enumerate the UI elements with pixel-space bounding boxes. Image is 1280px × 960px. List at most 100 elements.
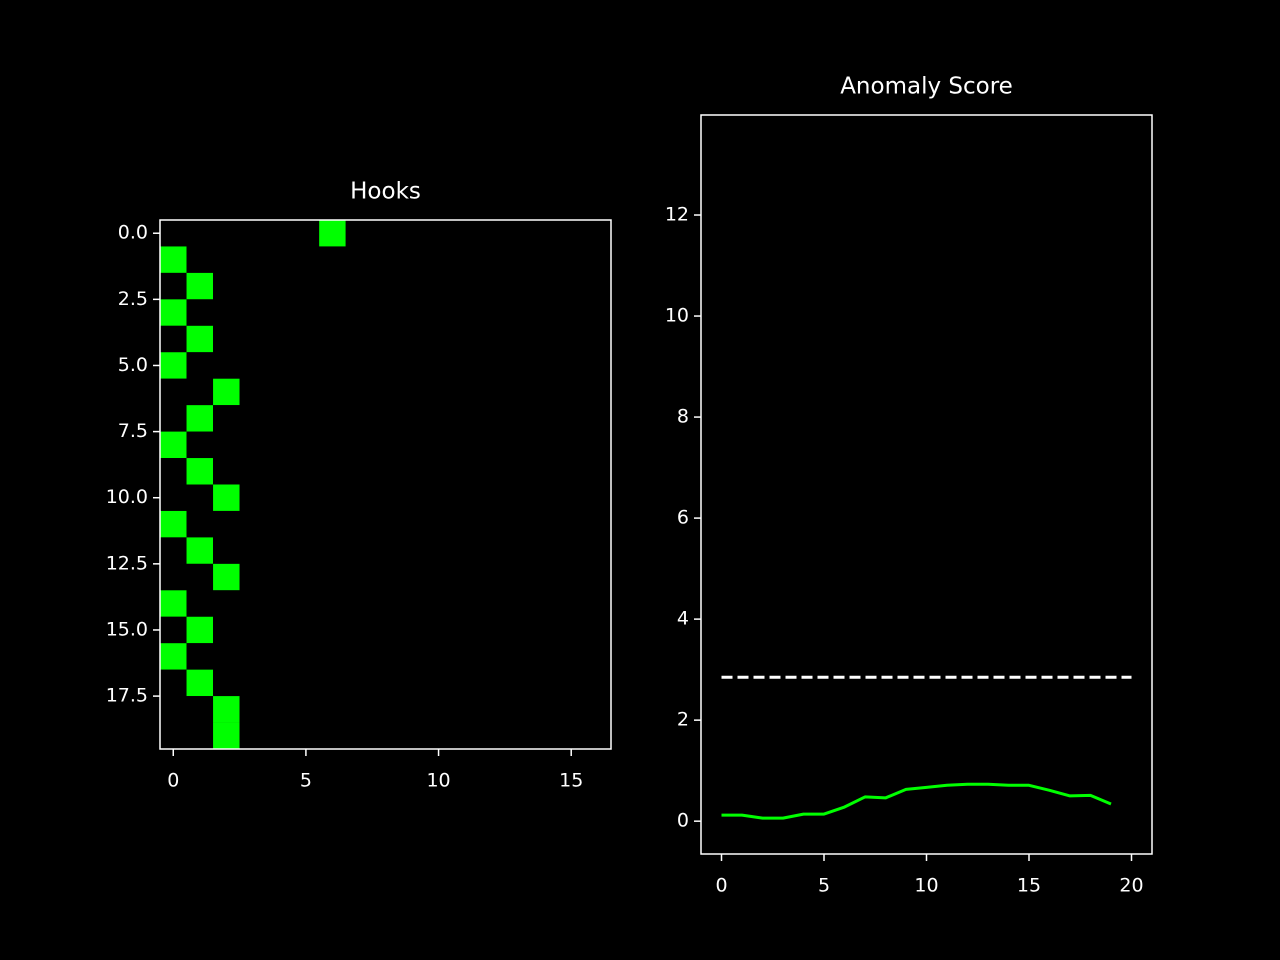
cell (584, 352, 611, 379)
cell (531, 616, 558, 644)
cell (213, 537, 240, 564)
cell (266, 484, 293, 511)
cell (160, 669, 187, 697)
cell (160, 378, 187, 406)
cell (345, 643, 373, 670)
cell (504, 537, 532, 564)
cell (266, 696, 293, 723)
y-tick-label: 0.0 (118, 222, 148, 244)
cell (478, 563, 505, 591)
cell (451, 299, 479, 326)
cell (372, 220, 399, 247)
cell (213, 220, 240, 247)
x-tick-label: 10 (914, 875, 938, 897)
cell (398, 220, 426, 247)
cell (425, 458, 452, 485)
cell (398, 431, 426, 459)
cell (531, 378, 558, 406)
cell (319, 563, 346, 591)
cell (451, 272, 479, 300)
cell (239, 352, 267, 379)
cell (319, 325, 346, 353)
cell (345, 325, 373, 353)
cell (345, 431, 373, 459)
y-tick-label: 15.0 (106, 618, 148, 640)
cell (531, 510, 558, 538)
cell (398, 643, 426, 670)
cell (213, 563, 240, 591)
cell (531, 643, 558, 670)
cell (398, 696, 426, 723)
cell (292, 563, 320, 591)
cell (504, 563, 532, 591)
cell (478, 431, 505, 459)
cell (531, 299, 558, 326)
cell (478, 510, 505, 538)
cell (584, 299, 611, 326)
cell (213, 590, 240, 617)
cell (584, 696, 611, 723)
cell (292, 431, 320, 459)
cell (292, 696, 320, 723)
cell (478, 722, 505, 749)
cell (425, 431, 452, 459)
cell (160, 563, 187, 591)
cell (266, 352, 293, 379)
cell (292, 405, 320, 432)
cell (398, 484, 426, 511)
cell (504, 616, 532, 644)
cell (398, 352, 426, 379)
cell (398, 537, 426, 564)
cell (239, 378, 267, 406)
cell (292, 246, 320, 273)
cell (239, 405, 267, 432)
cell (372, 405, 399, 432)
cell (186, 669, 214, 697)
cell (557, 352, 585, 379)
cell (372, 272, 399, 300)
cell (425, 352, 452, 379)
cell (584, 246, 611, 273)
cell (478, 325, 505, 353)
cell (557, 590, 585, 617)
cell (292, 537, 320, 564)
y-tick-label: 7.5 (118, 420, 148, 442)
y-tick-label: 12.5 (106, 552, 148, 574)
cell (478, 484, 505, 511)
cell (504, 696, 532, 723)
cell (319, 722, 346, 749)
cell (398, 510, 426, 538)
cell (239, 220, 267, 247)
cell (451, 220, 479, 247)
cell (398, 378, 426, 406)
cell (557, 458, 585, 485)
cell (319, 669, 346, 697)
cell (372, 431, 399, 459)
y-tick-label: 5.0 (118, 354, 148, 376)
cell (345, 272, 373, 300)
cell (292, 352, 320, 379)
y-tick-label: 17.5 (106, 685, 148, 707)
cell (584, 272, 611, 300)
cell (425, 272, 452, 300)
cell (372, 484, 399, 511)
cell (160, 325, 187, 353)
cell (425, 590, 452, 617)
cell (557, 405, 585, 432)
cell (186, 643, 214, 670)
cell (319, 458, 346, 485)
cell (160, 458, 187, 485)
cell (372, 669, 399, 697)
cell (213, 405, 240, 432)
cell (266, 616, 293, 644)
cell (451, 484, 479, 511)
cell (557, 643, 585, 670)
cell (478, 537, 505, 564)
cell (292, 616, 320, 644)
x-tick-label: 5 (818, 875, 830, 897)
x-tick-label: 0 (167, 770, 179, 792)
cell (557, 484, 585, 511)
cell (213, 378, 240, 406)
cell (160, 431, 187, 459)
cell (451, 669, 479, 697)
